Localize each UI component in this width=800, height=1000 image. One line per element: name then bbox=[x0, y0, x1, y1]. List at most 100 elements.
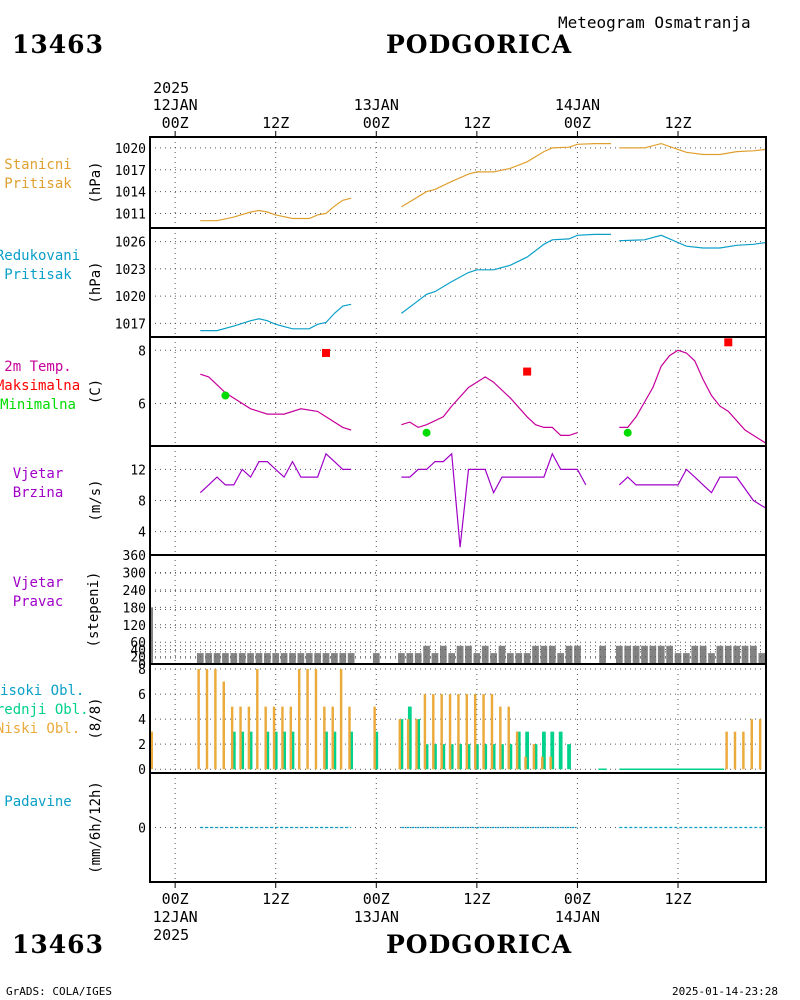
cloud-low-bar bbox=[549, 756, 552, 770]
series-line bbox=[619, 234, 767, 249]
wind-direction-bar bbox=[540, 645, 548, 664]
series-line bbox=[619, 349, 767, 444]
panel-title-line: Redukovani bbox=[0, 248, 80, 264]
cloud-low-bar bbox=[373, 706, 376, 770]
cloud-low-bar bbox=[297, 669, 301, 770]
generated-timestamp: 2025-01-14-23:28 bbox=[672, 985, 778, 998]
time-label-hour-top: 12Z bbox=[664, 114, 691, 132]
y-tick-label: 40 bbox=[130, 643, 146, 658]
cloud-low-bar bbox=[750, 719, 753, 770]
cloud-mid-bar bbox=[558, 731, 563, 770]
cloud-low-bar bbox=[758, 719, 762, 770]
cloud-mid-bar bbox=[466, 744, 471, 770]
series-line bbox=[401, 143, 611, 208]
cloud-mid-bar bbox=[265, 731, 270, 770]
wind-direction-bar bbox=[347, 653, 355, 664]
y-axis-label: (hPa) bbox=[88, 261, 104, 303]
panel-title-line: Pravac bbox=[13, 594, 64, 610]
cloud-mid-bar bbox=[533, 744, 538, 770]
wind-direction-bar bbox=[196, 653, 204, 664]
time-label-hour-top: 00Z bbox=[162, 114, 189, 132]
cloud-low-bar bbox=[473, 694, 477, 770]
time-label-year-top: 2025 bbox=[153, 79, 189, 97]
wind-direction-bar bbox=[724, 645, 732, 664]
cloud-mid-bar bbox=[248, 731, 253, 770]
panel-title-line: Stanicni bbox=[4, 157, 71, 173]
y-tick-label: 360 bbox=[123, 549, 146, 564]
wind-direction-bar bbox=[322, 653, 330, 664]
cloud-mid-bar bbox=[474, 744, 479, 770]
cloud-mid-bar bbox=[332, 731, 337, 770]
page-subtitle: Meteogram Osmatranja bbox=[558, 13, 751, 32]
wind-direction-bar bbox=[666, 645, 673, 664]
time-label-day-bottom: 14JAN bbox=[555, 908, 600, 926]
cloud-low-bar bbox=[289, 706, 293, 770]
cloud-low-bar bbox=[524, 756, 527, 770]
cloud-mid-bar bbox=[516, 731, 521, 770]
cloud-low-bar bbox=[541, 756, 544, 770]
wind-direction-bar bbox=[649, 645, 657, 664]
wind-direction-bar bbox=[599, 645, 606, 664]
y-tick-label: 4 bbox=[138, 713, 146, 728]
tmin-marker bbox=[221, 391, 230, 400]
series-line bbox=[619, 142, 767, 156]
panel-title-line: Srednji Obl. bbox=[0, 702, 89, 718]
tmax-marker bbox=[322, 348, 330, 357]
station-id-bottom: 13463 bbox=[12, 930, 104, 959]
wind-direction-bar bbox=[372, 653, 380, 664]
cloud-low-bar bbox=[339, 669, 343, 770]
panel-frame bbox=[149, 445, 767, 556]
wind-direction-bar bbox=[574, 645, 581, 664]
cloud-low-bar bbox=[482, 694, 485, 770]
station-name: PODGORICA bbox=[386, 30, 573, 59]
panel-title-line: Maksimalna bbox=[0, 378, 80, 394]
cloud-low-bar bbox=[457, 694, 460, 770]
cloud-mid-bar bbox=[491, 744, 496, 770]
wind-direction-bar bbox=[691, 645, 699, 664]
panel-temperature bbox=[149, 336, 767, 447]
series-line bbox=[199, 452, 352, 494]
wind-direction-bar bbox=[699, 645, 707, 664]
tmax-marker bbox=[523, 367, 532, 376]
cloud-low-bar bbox=[725, 731, 728, 770]
wind-direction-bar bbox=[406, 653, 414, 664]
wind-direction-bar bbox=[741, 645, 749, 664]
wind-direction-bar bbox=[708, 653, 715, 664]
y-tick-label: 1014 bbox=[115, 186, 146, 201]
wind-direction-bar bbox=[439, 645, 447, 664]
cloud-low-bar bbox=[448, 694, 452, 770]
y-tick-label: 8 bbox=[138, 344, 146, 359]
cloud-edge-bar bbox=[151, 731, 153, 770]
time-label-year-bottom: 2025 bbox=[153, 926, 189, 944]
wind-direction-edge-bar bbox=[151, 607, 153, 664]
wind-direction-bar bbox=[297, 653, 305, 664]
cloud-low-bar bbox=[423, 694, 427, 770]
panel-title-line: 2m Temp. bbox=[4, 359, 71, 375]
cloud-low-bar bbox=[490, 694, 494, 770]
wind-direction-bar bbox=[431, 653, 439, 664]
wind-direction-bar bbox=[222, 653, 229, 664]
y-tick-label: 240 bbox=[123, 584, 146, 599]
wind-direction-bar bbox=[238, 653, 246, 664]
y-tick-label: 12 bbox=[130, 463, 146, 478]
y-tick-label: 1026 bbox=[115, 236, 146, 251]
cloud-low-bar bbox=[532, 744, 536, 770]
wind-direction-bar bbox=[331, 653, 338, 664]
cloud-low-bar bbox=[742, 731, 745, 770]
wind-direction-bar bbox=[565, 645, 573, 664]
cloud-mid-bar bbox=[424, 744, 429, 770]
wind-direction-bar bbox=[733, 645, 741, 664]
wind-direction-bar bbox=[255, 653, 263, 664]
time-label-hour-top: 00Z bbox=[363, 114, 390, 132]
wind-direction-bar bbox=[532, 645, 539, 664]
series-line bbox=[618, 468, 767, 509]
y-axis-label: (mm/6h/12h) bbox=[88, 781, 104, 874]
credit-text: GrADS: COLA/IGES bbox=[6, 985, 112, 998]
time-label-hour-top: 12Z bbox=[262, 114, 289, 132]
wind-direction-bar bbox=[557, 653, 565, 664]
series-line bbox=[401, 376, 578, 436]
panel-title-line: Brzina bbox=[13, 485, 64, 501]
cloud-low-bar bbox=[222, 681, 225, 770]
y-axis-label: (8/8) bbox=[88, 697, 104, 739]
cloud-low-bar bbox=[507, 706, 510, 770]
